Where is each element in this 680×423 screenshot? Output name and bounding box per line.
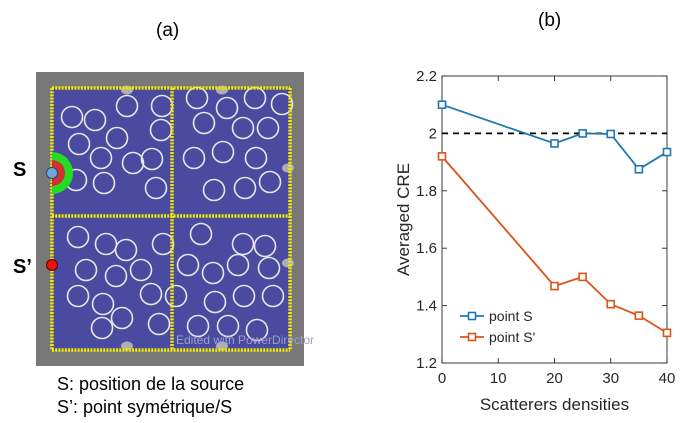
series-1-point-2 — [578, 272, 587, 282]
scatterer-46 — [261, 284, 285, 308]
scatterer-42 — [139, 282, 163, 306]
y-tick-label-4: 2 — [429, 125, 437, 142]
scatterer-5 — [215, 96, 239, 120]
scatterer-41 — [91, 292, 115, 316]
y-tick-label-5: 2.2 — [416, 68, 437, 85]
scatterer-21 — [92, 171, 116, 195]
legend-label-1: point S' — [489, 329, 535, 345]
x-tick-label-4: 40 — [659, 370, 676, 387]
scatterer-0 — [60, 105, 84, 129]
panel-b-label: (b) — [538, 10, 562, 31]
scatterer-38 — [226, 253, 250, 277]
scatterer-30 — [189, 222, 213, 246]
scatterer-40 — [66, 284, 90, 308]
series-0-point-2 — [578, 129, 587, 138]
scatterer-13 — [256, 116, 280, 140]
symmetric-point-marker — [46, 259, 58, 271]
y-tick-label-1: 1.4 — [416, 298, 437, 315]
scatterer-50 — [186, 314, 210, 338]
scatterer-33 — [74, 258, 98, 282]
scatterer-37 — [201, 261, 225, 285]
scatterer-7 — [270, 92, 294, 116]
scatterer-17 — [182, 146, 206, 170]
scatterer-39 — [257, 256, 281, 280]
scatterer-2 — [115, 94, 139, 118]
scatterer-51 — [216, 314, 240, 338]
scatterer-48 — [110, 306, 134, 330]
caption-symmetric: S’: point symétrique/S — [57, 397, 233, 417]
scatterer-36 — [176, 253, 200, 277]
x-tick-label-1: 10 — [490, 370, 507, 387]
series-1-point-4 — [634, 311, 644, 320]
y-tick-label-2: 1.6 — [416, 240, 437, 257]
series-0-point-4 — [634, 164, 644, 174]
scatterer-22 — [144, 176, 168, 200]
scatterer-14 — [89, 146, 113, 170]
scatterer-19 — [244, 146, 268, 170]
scatterer-16 — [140, 147, 164, 171]
series-0-point-1 — [550, 139, 559, 148]
series-line-0 — [441, 103, 668, 171]
scatterer-35 — [129, 258, 153, 282]
scatterer-26 — [66, 225, 90, 249]
caption-source: S: position de la source — [57, 374, 245, 394]
series-0-point-3 — [606, 129, 616, 139]
y-axis-label: Averaged CRE — [394, 163, 413, 276]
source-point-marker — [46, 167, 58, 179]
scatterer-45 — [232, 284, 256, 308]
scatterer-34 — [104, 264, 128, 288]
scattering-medium: Edited with PowerDirector — [36, 72, 314, 366]
scatterer-12 — [231, 116, 255, 140]
scatterer-9 — [105, 126, 129, 150]
legend-marker-1 — [467, 332, 477, 342]
series-0-point-5 — [662, 147, 672, 157]
scatterer-28 — [114, 238, 138, 262]
series-line-1 — [441, 155, 668, 334]
scatterer-47 — [90, 316, 114, 340]
watermark-text: Edited with PowerDirector — [176, 333, 314, 347]
series-0-point-0 — [437, 100, 447, 109]
scatterer-1 — [83, 108, 107, 132]
symmetric-label: S’ — [13, 256, 32, 278]
scatterer-23 — [202, 178, 226, 202]
series-1-point-5 — [662, 328, 672, 338]
scatterer-32 — [253, 234, 277, 258]
scatterer-44 — [203, 290, 227, 314]
scatterer-15 — [121, 151, 145, 175]
x-tick-label-2: 20 — [546, 370, 563, 387]
x-tick-label-0: 0 — [438, 370, 446, 387]
x-axis-label: Scatterers densities — [480, 395, 629, 414]
scatterer-25 — [258, 170, 282, 194]
panel-a-label: (a) — [156, 20, 180, 41]
scatterer-43 — [164, 284, 188, 308]
series-1-point-0 — [437, 152, 447, 161]
source-zone-core — [52, 160, 65, 186]
x-tick-label-3: 30 — [602, 370, 619, 387]
scatterer-52 — [245, 318, 269, 342]
scatterer-24 — [233, 176, 257, 200]
scatterer-29 — [151, 232, 175, 256]
source-label: S — [13, 159, 27, 181]
scatterer-8 — [67, 132, 91, 156]
y-tick-label-3: 1.8 — [416, 183, 437, 200]
legend-label-0: point S — [489, 308, 533, 324]
series-1-point-1 — [550, 281, 559, 291]
legend-marker-0 — [467, 311, 477, 321]
series-1-point-3 — [606, 299, 616, 309]
scatterer-11 — [192, 111, 216, 135]
scatterer-31 — [231, 232, 255, 256]
scatterer-18 — [211, 140, 235, 164]
y-tick-label-0: 1.2 — [416, 355, 437, 372]
scatterer-49 — [147, 312, 171, 336]
